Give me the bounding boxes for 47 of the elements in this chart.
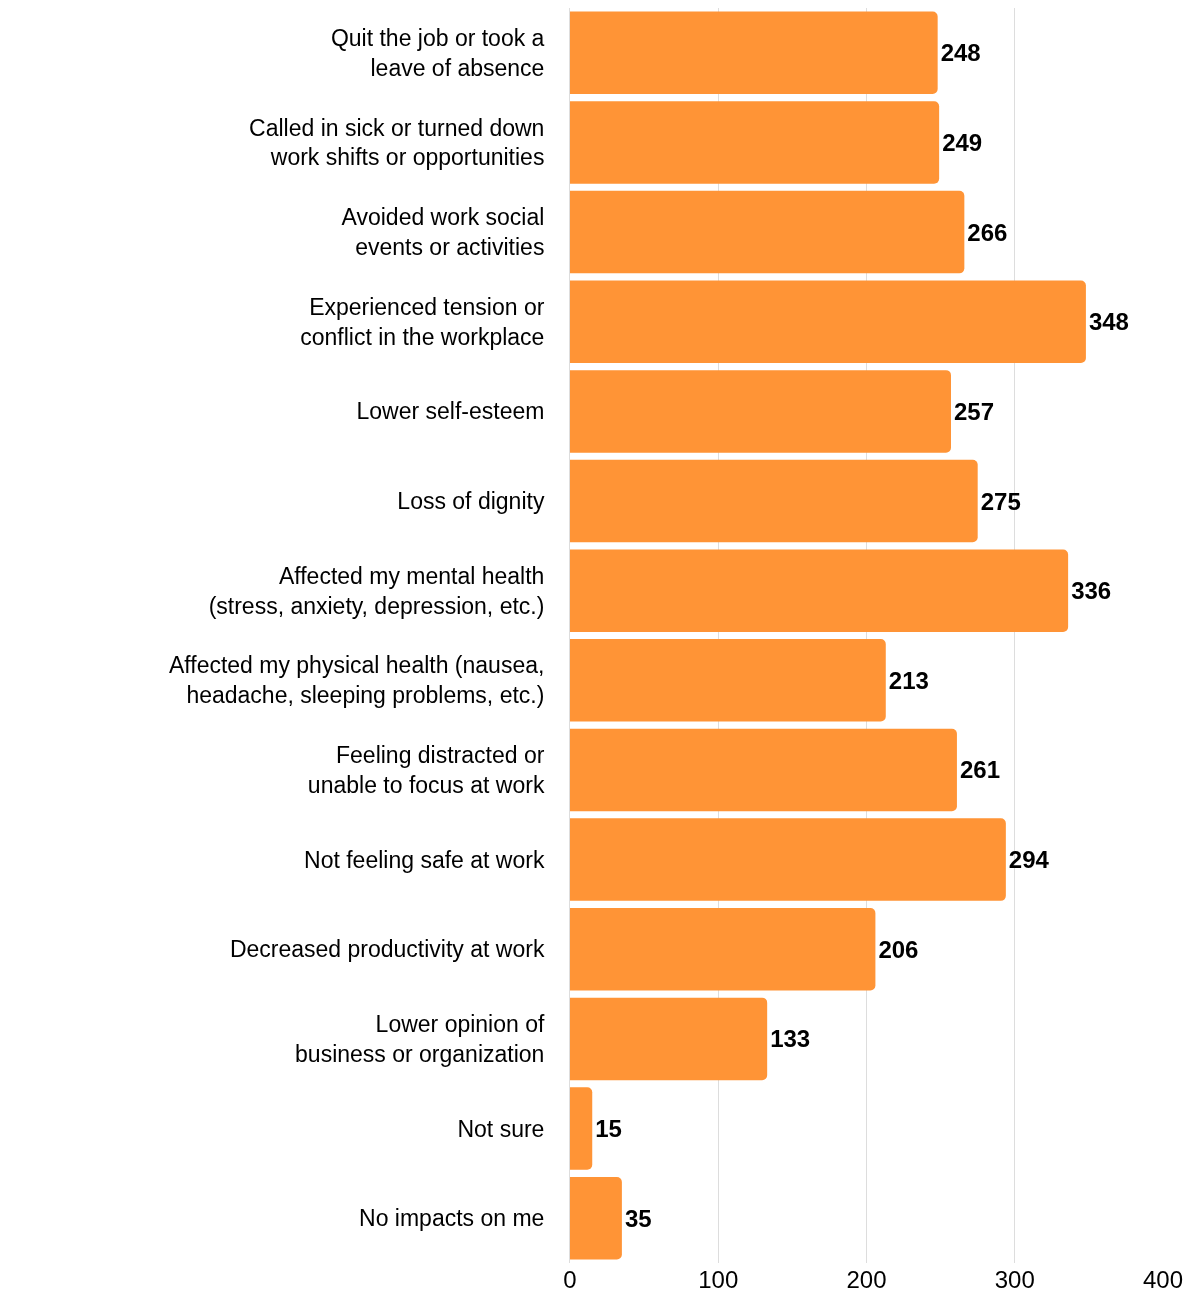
data-label: 35 bbox=[624, 1204, 652, 1232]
y-tick-label: Affected my mental health (stress, anxiety, depression, etc.) bbox=[208, 562, 545, 619]
y-tick-label: Lower opinion of business or organization bbox=[295, 1010, 545, 1067]
bar bbox=[570, 11, 938, 95]
y-tick-label: Loss of dignity bbox=[397, 488, 545, 515]
data-label: 261 bbox=[959, 756, 1000, 784]
data-label: 248 bbox=[940, 39, 981, 67]
bar bbox=[570, 549, 1069, 632]
bar bbox=[570, 101, 940, 184]
y-tick-label: Decreased productivity at work bbox=[229, 936, 545, 963]
x-tick-label: 0 bbox=[563, 1266, 577, 1293]
bar bbox=[570, 728, 957, 812]
data-label: 249 bbox=[942, 128, 983, 156]
bar bbox=[570, 997, 768, 1081]
bar bbox=[570, 190, 965, 274]
x-tick-label: 100 bbox=[698, 1266, 739, 1293]
bar bbox=[570, 1176, 622, 1260]
y-tick-label: Affected my physical health (nausea, headache, sleeping problems, etc.) bbox=[168, 652, 545, 709]
data-label: 206 bbox=[878, 935, 919, 963]
bar bbox=[570, 459, 978, 543]
data-label: 294 bbox=[1008, 846, 1050, 874]
bar bbox=[570, 908, 876, 991]
bar bbox=[570, 280, 1086, 363]
data-label: 266 bbox=[967, 218, 1008, 246]
x-tick-label: 200 bbox=[846, 1266, 887, 1293]
bar bbox=[570, 1087, 593, 1170]
data-label: 336 bbox=[1071, 577, 1112, 605]
y-tick-label: Not feeling safe at work bbox=[304, 846, 545, 873]
bar bbox=[570, 370, 951, 453]
data-label: 15 bbox=[595, 1115, 622, 1143]
y-tick-label: No impacts on me bbox=[359, 1205, 545, 1232]
data-label: 257 bbox=[954, 397, 995, 425]
y-tick-label: Quit the job or took a leave of absence bbox=[330, 24, 545, 81]
x-tick-label: 400 bbox=[1142, 1266, 1184, 1293]
data-label: 133 bbox=[770, 1025, 811, 1053]
bar bbox=[570, 639, 886, 722]
y-tick-label: Lower self-esteem bbox=[356, 398, 545, 425]
bar bbox=[570, 818, 1006, 901]
y-tick-label: Not sure bbox=[457, 1115, 545, 1142]
data-label: 348 bbox=[1088, 308, 1129, 336]
x-tick-label: 300 bbox=[994, 1266, 1035, 1293]
y-tick-label: Feeling distracted or unable to focus at work bbox=[307, 742, 545, 798]
data-label: 275 bbox=[980, 487, 1021, 515]
data-label: 213 bbox=[888, 666, 929, 694]
y-tick-label: Experienced tension or conflict in the workplace bbox=[300, 293, 545, 350]
y-tick-label: Avoided work social events or activities bbox=[341, 204, 545, 261]
y-tick-label: Called in sick or turned down work shifts or opportunities bbox=[249, 114, 545, 171]
